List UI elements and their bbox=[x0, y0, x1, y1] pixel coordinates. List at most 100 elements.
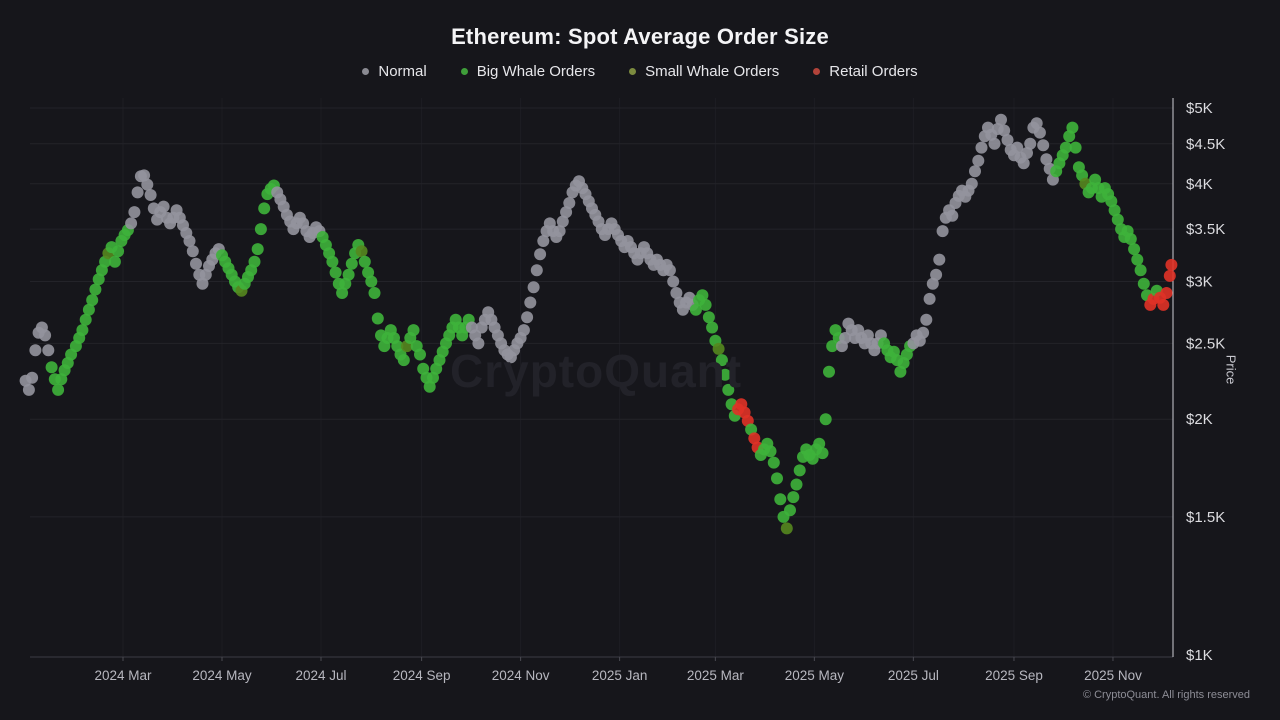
data-point[interactable] bbox=[1066, 121, 1079, 134]
data-point[interactable] bbox=[530, 264, 543, 277]
data-point[interactable] bbox=[527, 281, 540, 294]
data-point[interactable] bbox=[138, 169, 151, 182]
data-point[interactable] bbox=[933, 253, 946, 266]
data-point[interactable] bbox=[22, 383, 35, 396]
data-point[interactable] bbox=[1108, 204, 1121, 217]
data-point[interactable] bbox=[784, 504, 796, 517]
data-point[interactable] bbox=[722, 383, 735, 396]
data-point[interactable] bbox=[534, 248, 547, 261]
data-point[interactable] bbox=[790, 478, 803, 491]
legend-item-normal[interactable]: Normal bbox=[362, 63, 427, 80]
data-point[interactable] bbox=[988, 137, 1001, 150]
data-point[interactable] bbox=[108, 255, 121, 268]
data-point[interactable] bbox=[112, 245, 125, 258]
data-point[interactable] bbox=[336, 287, 349, 299]
data-point[interactable] bbox=[26, 371, 39, 384]
data-point[interactable] bbox=[1157, 298, 1170, 311]
data-point[interactable] bbox=[969, 165, 981, 178]
data-point[interactable] bbox=[712, 342, 725, 355]
data-point[interactable] bbox=[920, 313, 933, 326]
data-point[interactable] bbox=[365, 275, 378, 288]
data-point[interactable] bbox=[995, 113, 1007, 126]
data-point[interactable] bbox=[423, 380, 436, 393]
data-point[interactable] bbox=[342, 268, 355, 281]
data-point[interactable] bbox=[689, 303, 702, 316]
data-point[interactable] bbox=[771, 472, 783, 485]
data-point[interactable] bbox=[1131, 253, 1144, 266]
data-point[interactable] bbox=[125, 217, 138, 230]
data-point[interactable] bbox=[819, 413, 832, 426]
data-point[interactable] bbox=[936, 225, 949, 238]
data-point[interactable] bbox=[368, 287, 381, 299]
data-point[interactable] bbox=[39, 329, 52, 342]
data-point[interactable] bbox=[1160, 287, 1173, 299]
data-point[interactable] bbox=[355, 245, 368, 258]
data-point[interactable] bbox=[472, 337, 485, 350]
data-point[interactable] bbox=[537, 235, 550, 247]
data-point[interactable] bbox=[251, 243, 264, 256]
data-point[interactable] bbox=[998, 124, 1011, 137]
data-point[interactable] bbox=[702, 311, 715, 324]
data-point[interactable] bbox=[42, 344, 55, 357]
data-point[interactable] bbox=[667, 275, 680, 288]
data-point[interactable] bbox=[767, 456, 780, 469]
data-point[interactable] bbox=[248, 255, 261, 268]
data-point[interactable] bbox=[806, 452, 819, 465]
data-point[interactable] bbox=[186, 245, 199, 258]
data-point[interactable] bbox=[923, 292, 936, 305]
data-point[interactable] bbox=[407, 324, 420, 337]
data-point[interactable] bbox=[719, 368, 732, 381]
data-point[interactable] bbox=[414, 348, 426, 361]
data-point[interactable] bbox=[1011, 141, 1024, 154]
data-point[interactable] bbox=[972, 154, 985, 167]
data-point[interactable] bbox=[706, 321, 719, 334]
data-point[interactable] bbox=[1017, 157, 1030, 170]
data-point[interactable] bbox=[1124, 233, 1137, 245]
data-point[interactable] bbox=[563, 197, 576, 209]
data-point[interactable] bbox=[86, 294, 99, 307]
data-point[interactable] bbox=[1024, 137, 1037, 150]
data-point[interactable] bbox=[780, 522, 793, 535]
legend-item-small-whale-orders[interactable]: Small Whale Orders bbox=[629, 63, 779, 80]
data-point[interactable] bbox=[926, 277, 939, 290]
data-point[interactable] bbox=[345, 257, 358, 270]
data-point[interactable] bbox=[748, 432, 761, 445]
data-point[interactable] bbox=[1059, 141, 1072, 154]
data-point[interactable] bbox=[89, 283, 102, 296]
data-point[interactable] bbox=[45, 361, 58, 374]
data-point[interactable] bbox=[141, 178, 154, 191]
data-point[interactable] bbox=[670, 287, 683, 299]
data-point[interactable] bbox=[144, 189, 157, 201]
data-point[interactable] bbox=[1030, 117, 1043, 130]
data-point[interactable] bbox=[556, 215, 569, 228]
data-point[interactable] bbox=[699, 298, 712, 311]
data-point[interactable] bbox=[196, 277, 209, 290]
data-point[interactable] bbox=[190, 257, 202, 270]
data-point[interactable] bbox=[254, 223, 267, 236]
data-point[interactable] bbox=[183, 235, 196, 247]
data-point[interactable] bbox=[1033, 126, 1046, 139]
data-point[interactable] bbox=[128, 206, 141, 219]
data-point[interactable] bbox=[82, 303, 95, 316]
data-point[interactable] bbox=[975, 141, 988, 154]
data-point[interactable] bbox=[965, 177, 978, 190]
data-point[interactable] bbox=[29, 344, 42, 357]
data-point[interactable] bbox=[1040, 153, 1053, 166]
data-point[interactable] bbox=[371, 312, 384, 325]
data-point[interactable] bbox=[326, 255, 339, 268]
data-point[interactable] bbox=[329, 266, 342, 279]
data-point[interactable] bbox=[787, 491, 800, 504]
data-point[interactable] bbox=[553, 225, 566, 238]
data-point[interactable] bbox=[1163, 269, 1176, 282]
data-point[interactable] bbox=[258, 202, 271, 215]
data-point[interactable] bbox=[793, 464, 806, 477]
data-point[interactable] bbox=[517, 324, 530, 337]
data-point[interactable] bbox=[917, 326, 930, 339]
data-point[interactable] bbox=[55, 373, 68, 386]
data-point[interactable] bbox=[813, 437, 826, 450]
data-point[interactable] bbox=[764, 445, 777, 458]
data-point[interactable] bbox=[79, 313, 92, 326]
data-point[interactable] bbox=[131, 186, 144, 199]
data-point[interactable] bbox=[1137, 277, 1150, 290]
data-point[interactable] bbox=[157, 200, 170, 213]
